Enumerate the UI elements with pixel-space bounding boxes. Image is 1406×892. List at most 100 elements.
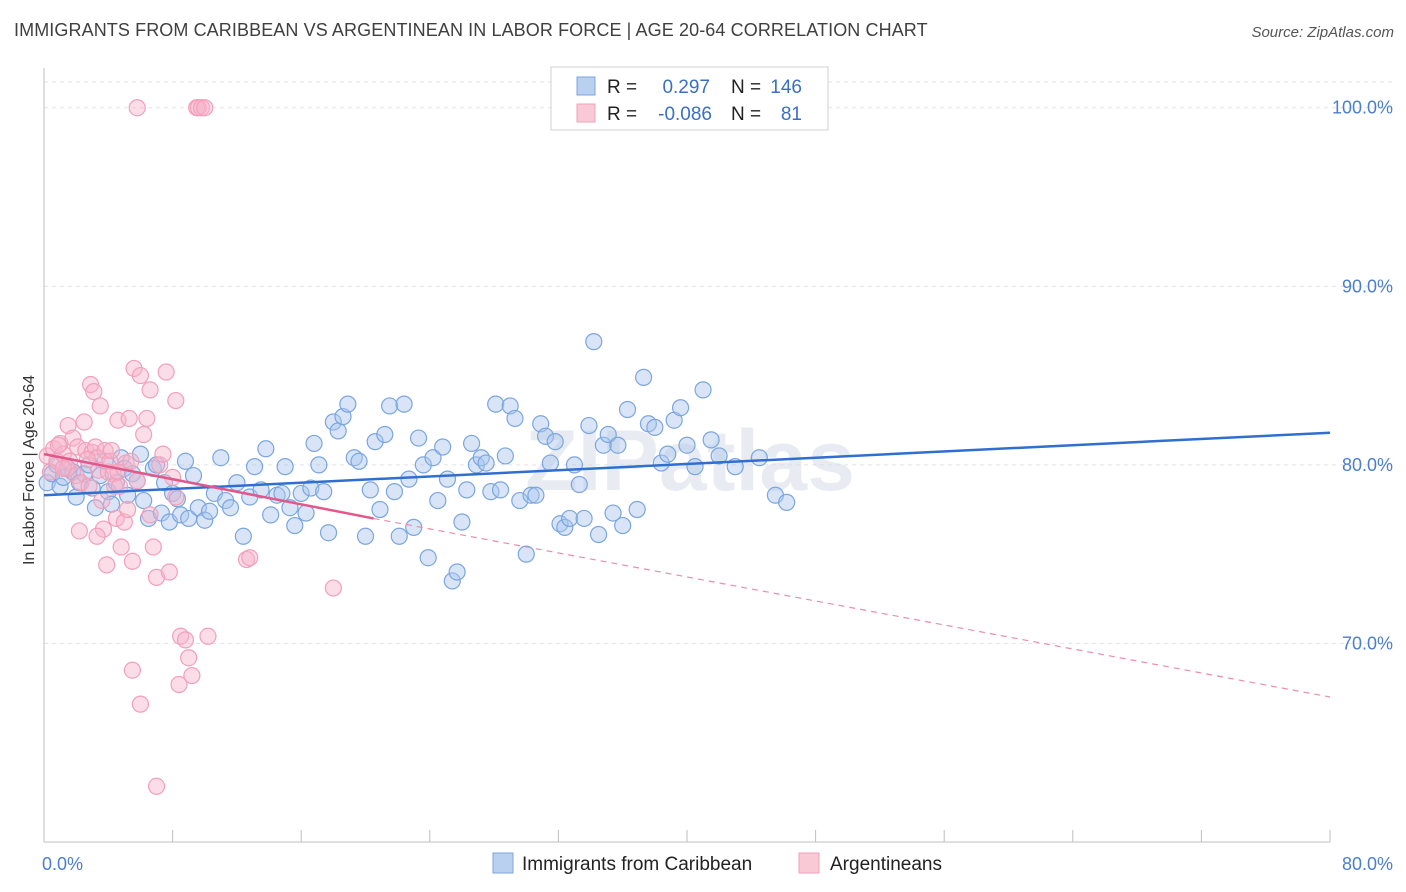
caribbean-point [112, 449, 130, 467]
caribbean-point [453, 513, 471, 531]
legend-swatch-caribbean [492, 852, 514, 874]
stats-swatch-pink [576, 103, 596, 123]
argentinean-point [64, 429, 82, 447]
caribbean-point [438, 470, 457, 488]
argentinean-point [96, 441, 114, 460]
argentinean-point [144, 538, 162, 556]
argentinean-point [75, 413, 93, 431]
y-tick-label: 80.0% [1342, 455, 1393, 475]
caribbean-point [778, 493, 796, 511]
argentinean-point [128, 99, 146, 117]
argentinean-point [118, 500, 137, 519]
argentinean-point [125, 359, 143, 378]
series-legend: Immigrants from Caribbean Argentineans [492, 852, 942, 875]
caribbean-point [310, 456, 328, 474]
caribbean-point [487, 395, 505, 413]
caribbean-point [376, 425, 394, 444]
argentinean-point [183, 666, 201, 685]
argentinean-point [49, 436, 68, 454]
y-tick-label: 70.0% [1342, 633, 1393, 653]
caribbean-point [462, 434, 481, 453]
caribbean-point [419, 549, 437, 567]
argentinean-point [120, 409, 138, 428]
legend-label-caribbean: Immigrants from Caribbean [522, 854, 752, 875]
caribbean-point [262, 506, 280, 524]
caribbean-point [38, 474, 56, 492]
caribbean-point [176, 452, 195, 470]
argentinean-point [86, 438, 105, 456]
caribbean-point [618, 400, 637, 419]
caribbean-point [750, 449, 768, 467]
argentinean-point [80, 477, 98, 495]
x-tick-label-min: 0.0% [42, 854, 83, 874]
y-tick-label: 100.0% [1332, 98, 1393, 118]
y-tick-labels: 70.0% 80.0% 90.0% 100.0% [1332, 98, 1393, 654]
caribbean-point [305, 434, 323, 453]
caribbean-point [315, 483, 333, 501]
argentinean-point [93, 491, 111, 510]
caribbean-point [371, 500, 389, 519]
caribbean-point [292, 484, 310, 503]
caribbean-point [257, 440, 275, 458]
stats-n-label-2: N = [731, 104, 761, 125]
caribbean-point [496, 447, 514, 465]
argentinean-point [135, 425, 153, 444]
caribbean-point [221, 499, 240, 517]
argentinean-point [102, 441, 121, 460]
argentinean-point [112, 538, 130, 556]
series-argentinean-points [38, 99, 342, 795]
caribbean-point [614, 516, 632, 535]
caribbean-point [702, 431, 720, 449]
argentinean-point [91, 397, 109, 415]
x-tick-labels: 0.0% 80.0% [42, 854, 1393, 874]
caribbean-point [434, 438, 452, 456]
caribbean-point [245, 458, 264, 476]
argentinean-point [131, 366, 150, 385]
caribbean-point [678, 436, 696, 454]
source-label: Source: ZipAtlas.com [1251, 24, 1394, 41]
argentinean-point [85, 383, 103, 401]
caribbean-point [634, 368, 653, 386]
caribbean-point [414, 456, 432, 474]
caribbean-point [511, 491, 529, 510]
caribbean-point [448, 563, 466, 581]
caribbean-point [385, 483, 404, 501]
stats-n-label-1: N = [731, 77, 761, 98]
caribbean-point [131, 445, 150, 463]
caribbean-point [400, 470, 418, 488]
caribbean-point [429, 491, 447, 510]
caribbean-point [350, 452, 368, 470]
caribbean-point [319, 524, 338, 542]
trend-lines [43, 431, 1331, 698]
caribbean-point [575, 509, 593, 528]
caribbean-point [86, 499, 105, 517]
caribbean-point [561, 509, 579, 528]
y-tick-label: 90.0% [1342, 276, 1393, 296]
caribbean-point [646, 418, 664, 436]
argentinean-point [160, 563, 178, 581]
caribbean-point [522, 486, 540, 504]
caribbean-point [228, 474, 246, 492]
argentinean-point [170, 675, 188, 694]
caribbean-point [599, 425, 617, 444]
caribbean-point [546, 433, 564, 451]
argentinean-point [196, 99, 214, 117]
chart-title: IMMIGRANTS FROM CARIBBEAN VS ARGENTINEAN… [14, 20, 928, 40]
caribbean-point [694, 381, 712, 399]
caribbean-point [234, 527, 252, 545]
caribbean-point [200, 502, 219, 520]
x-tick-label-max: 80.0% [1342, 854, 1393, 874]
caribbean-point [54, 468, 72, 486]
argentinean-point [147, 568, 166, 586]
caribbean-point [329, 422, 347, 440]
stats-r-label-1: R = [607, 77, 637, 98]
caribbean-point [212, 449, 230, 467]
caribbean-point [585, 333, 603, 351]
argentinean-point [98, 556, 116, 574]
argentinean-point [94, 520, 113, 538]
caribbean-point [652, 454, 670, 472]
argentinean-point [176, 631, 195, 649]
argentinean-point [128, 472, 146, 490]
caribbean-point [458, 481, 476, 499]
